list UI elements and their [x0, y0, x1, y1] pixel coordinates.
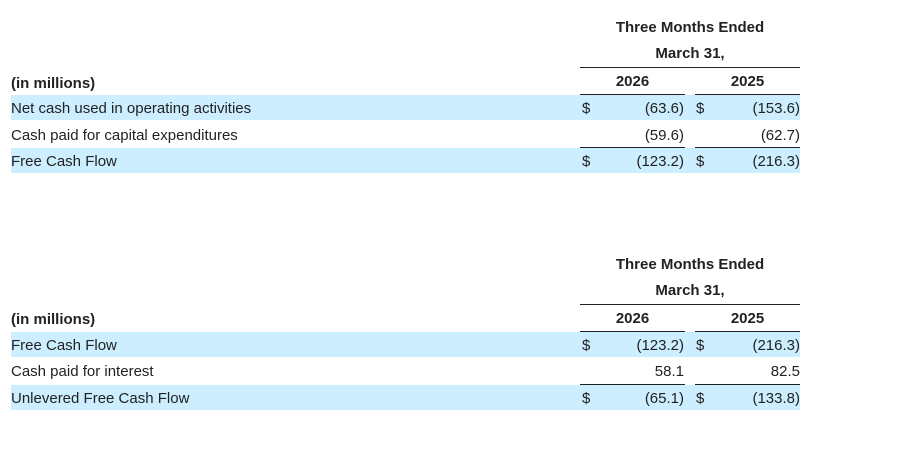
year-rule	[695, 331, 800, 332]
currency-symbol: $	[696, 390, 705, 407]
row-label: Cash paid for interest	[11, 363, 154, 380]
value-2025: (133.8)	[752, 390, 800, 407]
currency-symbol: $	[582, 100, 591, 117]
period-header: Three Months Ended	[615, 19, 765, 36]
currency-symbol: $	[582, 153, 591, 170]
value-2025: (153.6)	[752, 100, 800, 117]
subtotal-rule	[695, 147, 800, 148]
value-2025: (62.7)	[760, 127, 800, 144]
row-label: Net cash used in operating activities	[11, 100, 252, 117]
row-label: Free Cash Flow	[11, 153, 117, 170]
unit-label: (in millions)	[11, 75, 96, 92]
value-2025: (216.3)	[752, 337, 800, 354]
row-band	[11, 385, 800, 410]
row-label: Unlevered Free Cash Flow	[11, 390, 190, 407]
year-header-2025: 2025	[730, 73, 765, 90]
unit-label: (in millions)	[11, 311, 96, 328]
row-band	[11, 95, 800, 120]
year-rule	[580, 331, 685, 332]
currency-symbol: $	[696, 153, 705, 170]
header-rule	[580, 304, 800, 305]
year-rule	[695, 94, 800, 95]
row-label: Free Cash Flow	[11, 337, 117, 354]
value-2026: 58.1	[654, 363, 684, 380]
year-header-2026: 2026	[615, 310, 650, 327]
header-rule	[580, 67, 800, 68]
year-header-2026: 2026	[615, 73, 650, 90]
row-label: Cash paid for capital expenditures	[11, 127, 238, 144]
value-2025: (216.3)	[752, 153, 800, 170]
period-subheader: March 31,	[655, 282, 725, 299]
currency-symbol: $	[696, 100, 705, 117]
value-2026: (63.6)	[644, 100, 684, 117]
subtotal-rule	[580, 147, 685, 148]
value-2026: (123.2)	[636, 337, 684, 354]
currency-symbol: $	[696, 337, 705, 354]
row-band	[11, 148, 800, 173]
value-2026: (65.1)	[644, 390, 684, 407]
currency-symbol: $	[582, 337, 591, 354]
subtotal-rule	[695, 384, 800, 385]
currency-symbol: $	[582, 390, 591, 407]
row-band	[11, 332, 800, 357]
period-header: Three Months Ended	[615, 256, 765, 273]
year-rule	[580, 94, 685, 95]
value-2025: 82.5	[770, 363, 800, 380]
subtotal-rule	[580, 384, 685, 385]
year-header-2025: 2025	[730, 310, 765, 327]
value-2026: (59.6)	[644, 127, 684, 144]
period-subheader: March 31,	[655, 45, 725, 62]
value-2026: (123.2)	[636, 153, 684, 170]
